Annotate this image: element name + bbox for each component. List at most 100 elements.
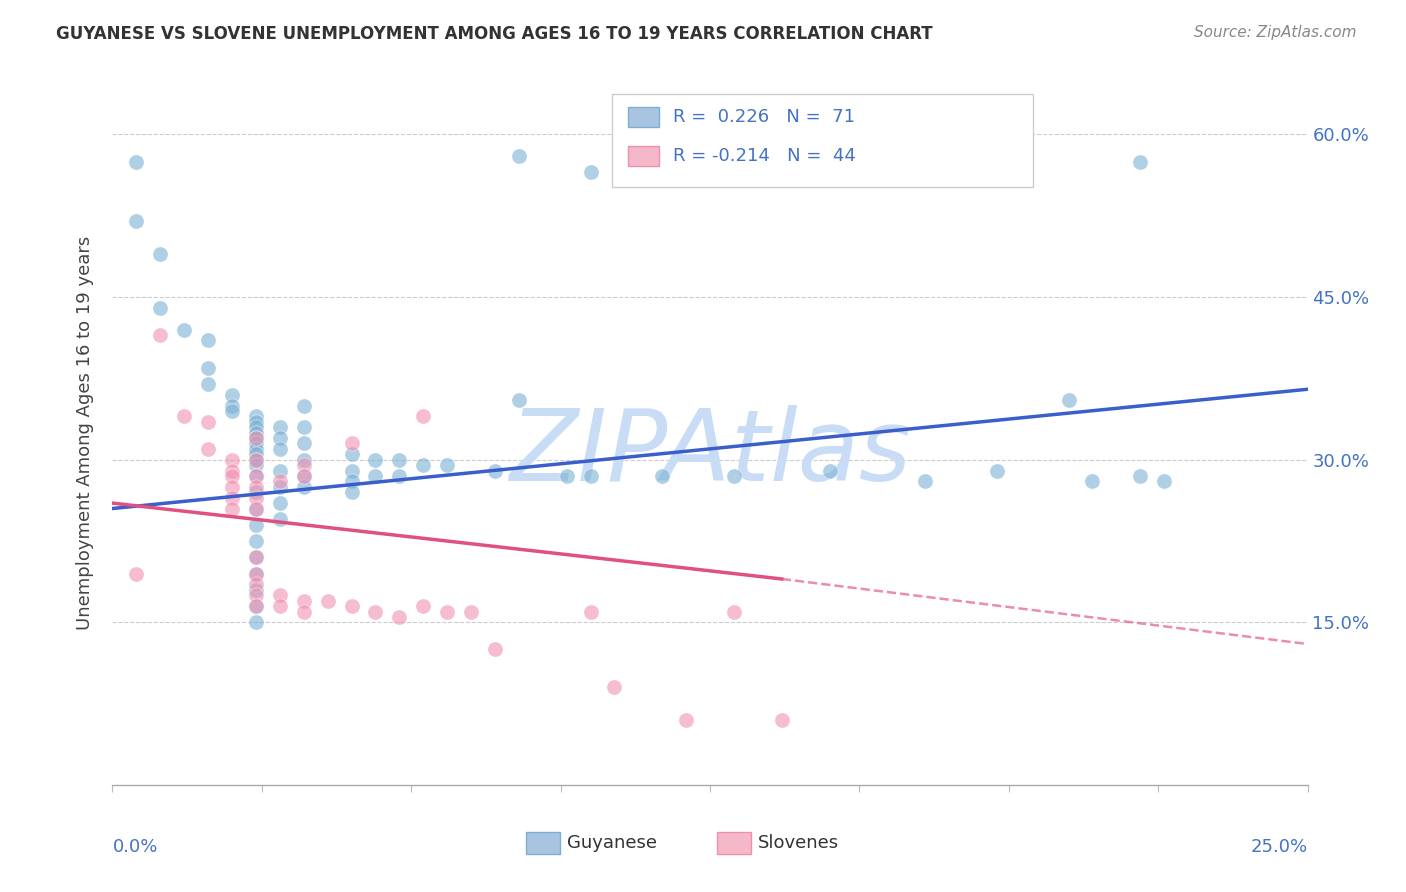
Text: R =  0.226   N =  71: R = 0.226 N = 71 — [673, 108, 855, 126]
Point — [245, 582, 267, 597]
Text: R = -0.214   N =  44: R = -0.214 N = 44 — [673, 147, 856, 165]
Point — [245, 485, 267, 500]
Point — [818, 464, 841, 478]
Point — [1057, 393, 1080, 408]
Point — [292, 469, 315, 483]
Point — [245, 480, 267, 494]
Text: ZIPAtlas: ZIPAtlas — [509, 405, 911, 502]
Point — [508, 393, 530, 408]
Point — [245, 534, 267, 549]
Point — [269, 599, 291, 613]
Point — [245, 436, 267, 450]
Point — [388, 469, 411, 483]
Point — [292, 458, 315, 472]
Point — [245, 550, 267, 565]
Point — [675, 713, 697, 727]
Point — [221, 464, 243, 478]
Point — [221, 491, 243, 505]
Point — [221, 480, 243, 494]
Point — [245, 566, 267, 581]
Point — [245, 501, 267, 516]
Point — [221, 387, 243, 401]
Point — [245, 599, 267, 613]
Point — [245, 415, 267, 429]
Point — [340, 436, 363, 450]
Point — [269, 475, 291, 489]
Point — [292, 593, 315, 607]
Point — [245, 550, 267, 565]
Point — [292, 399, 315, 413]
Point — [245, 517, 267, 532]
Text: Slovenes: Slovenes — [758, 834, 839, 852]
Point — [197, 334, 219, 348]
Point — [388, 610, 411, 624]
Point — [245, 452, 267, 467]
Point — [269, 442, 291, 456]
Point — [484, 464, 506, 478]
Point — [364, 605, 387, 619]
Text: 0.0%: 0.0% — [112, 838, 157, 855]
Point — [245, 458, 267, 472]
Point — [1153, 475, 1175, 489]
Point — [723, 605, 745, 619]
Point — [579, 165, 602, 179]
Point — [412, 458, 434, 472]
Point — [245, 599, 267, 613]
Point — [125, 566, 148, 581]
Point — [292, 452, 315, 467]
Point — [245, 425, 267, 440]
Point — [221, 399, 243, 413]
Point — [269, 420, 291, 434]
Point — [245, 431, 267, 445]
Point — [245, 469, 267, 483]
Point — [340, 464, 363, 478]
Point — [340, 475, 363, 489]
Point — [245, 577, 267, 591]
Point — [651, 469, 673, 483]
Text: GUYANESE VS SLOVENE UNEMPLOYMENT AMONG AGES 16 TO 19 YEARS CORRELATION CHART: GUYANESE VS SLOVENE UNEMPLOYMENT AMONG A… — [56, 25, 932, 43]
Point — [221, 501, 243, 516]
Point — [436, 458, 458, 472]
Point — [245, 420, 267, 434]
Point — [125, 154, 148, 169]
Point — [149, 328, 172, 343]
Point — [245, 452, 267, 467]
Point — [1129, 154, 1152, 169]
Point — [221, 452, 243, 467]
Point — [245, 566, 267, 581]
Point — [388, 452, 411, 467]
Point — [245, 447, 267, 461]
Point — [460, 605, 482, 619]
Point — [986, 464, 1008, 478]
Point — [340, 447, 363, 461]
Point — [484, 642, 506, 657]
Point — [914, 475, 936, 489]
Point — [1081, 475, 1104, 489]
Point — [316, 593, 339, 607]
Point — [173, 409, 195, 424]
Point — [340, 599, 363, 613]
Point — [508, 149, 530, 163]
Point — [1129, 469, 1152, 483]
Point — [269, 480, 291, 494]
Point — [245, 615, 267, 630]
Point — [197, 360, 219, 375]
Point — [555, 469, 578, 483]
Point — [269, 431, 291, 445]
Point — [579, 605, 602, 619]
Point — [245, 501, 267, 516]
Point — [245, 469, 267, 483]
Text: 25.0%: 25.0% — [1250, 838, 1308, 855]
Point — [579, 469, 602, 483]
Point — [197, 415, 219, 429]
Point — [125, 214, 148, 228]
Point — [173, 323, 195, 337]
Point — [292, 469, 315, 483]
Point — [269, 496, 291, 510]
Point — [149, 301, 172, 315]
Point — [197, 442, 219, 456]
Point — [292, 436, 315, 450]
Point — [412, 599, 434, 613]
Point — [269, 464, 291, 478]
Point — [292, 420, 315, 434]
